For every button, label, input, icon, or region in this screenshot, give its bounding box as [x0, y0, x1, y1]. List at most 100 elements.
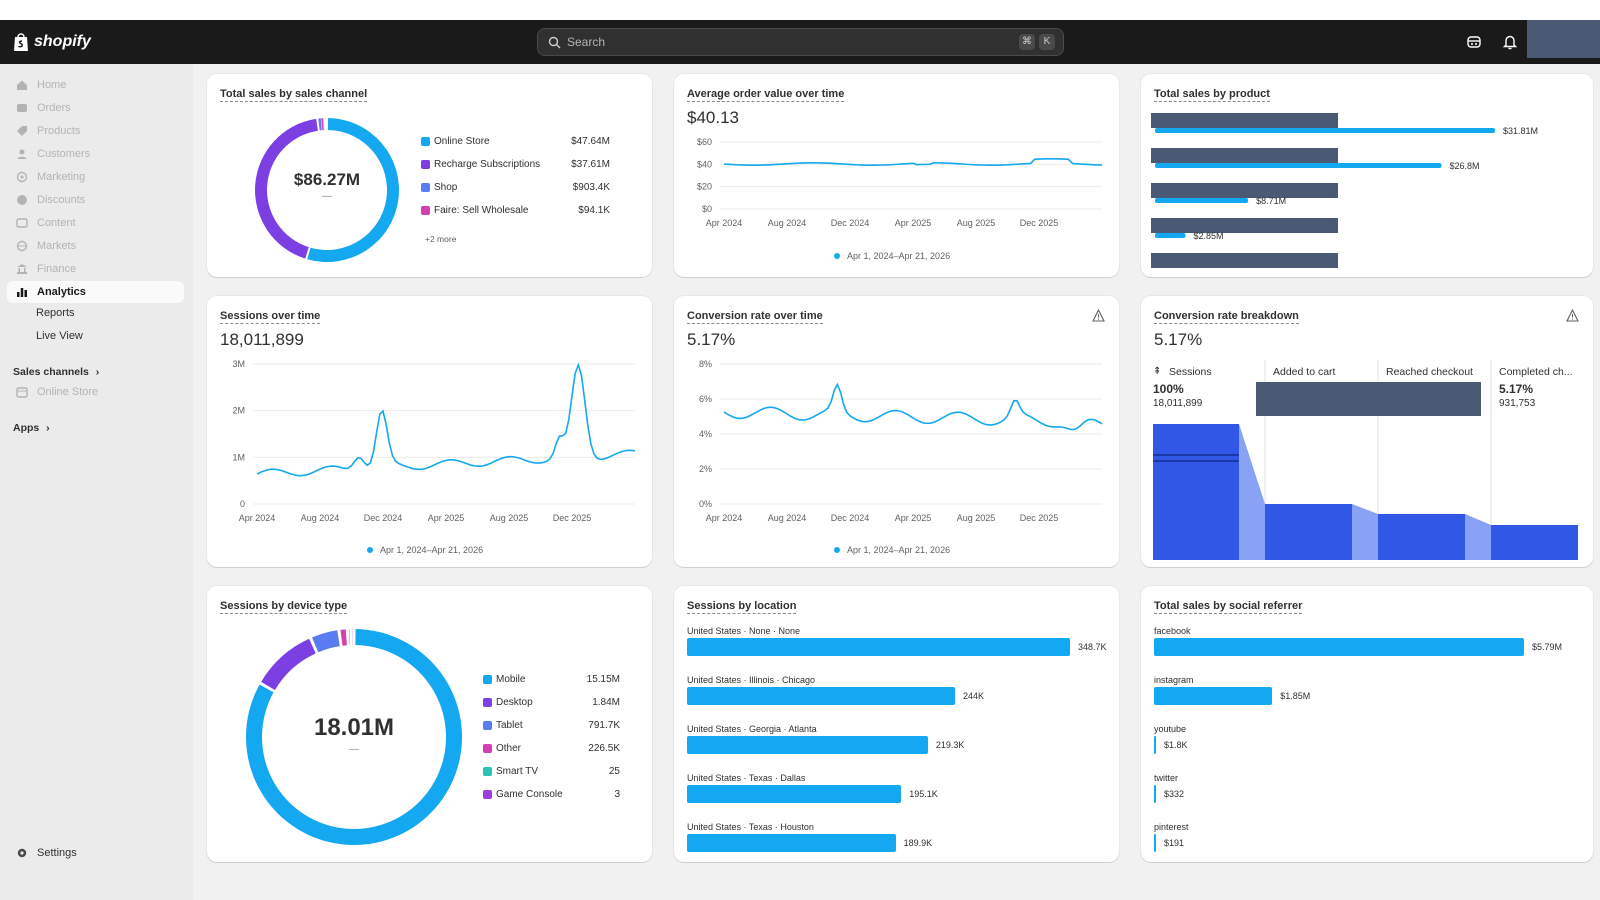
series-line [723, 158, 1103, 166]
apps-heading[interactable]: Apps › [13, 422, 50, 434]
location-value: 189.9K [903, 838, 933, 848]
card-title[interactable]: Total sales by social referrer [1154, 600, 1303, 614]
content-icon [15, 216, 29, 230]
product-bar [1155, 198, 1249, 203]
sidebar-item-marketing[interactable]: Marketing [7, 166, 184, 188]
account-avatar[interactable] [1527, 20, 1600, 58]
social-value: $191 [1164, 838, 1185, 848]
inbox-icon [15, 101, 29, 115]
more-link[interactable]: +2 more [425, 234, 457, 244]
card-title[interactable]: Total sales by product [1154, 88, 1270, 102]
card-sales-by-product[interactable]: Total sales by product $31.81M $26.8M $8.7… [1141, 74, 1593, 277]
y-tick-label: 0% [699, 499, 712, 509]
donut-center-sub: — [349, 744, 359, 755]
sidebar-item-home[interactable]: Home [7, 74, 184, 96]
sidebar-item-finance[interactable]: Finance [7, 258, 184, 280]
sidebar-subitem-live-view[interactable]: Live View [36, 330, 83, 342]
product-label-bar [1151, 183, 1338, 198]
x-tick-label: Apr 2024 [706, 513, 743, 523]
sales-channels-label: Sales channels [13, 366, 89, 378]
card-conversion-over-time[interactable]: Conversion rate over time 5.17% 8% 6% 4% 2%… [674, 296, 1119, 567]
card-average-order-value[interactable]: Average order value over time $40.13 $60… [674, 74, 1119, 277]
sidebar-item-discounts[interactable]: Discounts [7, 189, 184, 211]
sales-channels-heading[interactable]: Sales channels › [13, 366, 99, 378]
sidebar-item-settings[interactable]: Settings [7, 842, 184, 864]
store-switch-icon[interactable] [1465, 33, 1483, 51]
social-label: youtube [1154, 724, 1187, 734]
legend-item: Game Console [483, 789, 563, 800]
legend-label: Smart TV [496, 766, 539, 777]
legend-value: $94.1K [578, 205, 610, 216]
sidebar-subitem-reports[interactable]: Reports [36, 307, 75, 319]
sidebar-item-customers[interactable]: Customers [7, 143, 184, 165]
bank-icon [15, 262, 29, 276]
legend-value: $903.4K [572, 182, 610, 193]
search-input[interactable]: Search ⌘ K [537, 28, 1064, 56]
sales-channel-donut [255, 118, 399, 262]
sidebar-item-orders[interactable]: Orders [7, 97, 184, 119]
tag-icon [15, 124, 29, 138]
gear-icon [15, 846, 29, 860]
sessions-stage-icon: ⇞ [1153, 366, 1162, 377]
sidebar-item-products[interactable]: Products [7, 120, 184, 142]
legend-item: Tablet [483, 720, 523, 731]
legend-label: Faire: Sell Wholesale [434, 205, 529, 216]
legend-label: Game Console [496, 789, 563, 800]
product-value: $8.71M [1256, 196, 1286, 206]
legend-item: Faire: Sell Wholesale [421, 205, 528, 216]
y-tick-label: 0 [240, 499, 245, 509]
y-tick-label: 1M [232, 452, 245, 462]
legend-label: Online Store [434, 136, 490, 147]
legend-dot [834, 547, 840, 553]
card-sales-by-social[interactable]: Total sales by social referrer facebook $… [1141, 586, 1593, 862]
shopify-logo[interactable]: shopify [12, 30, 91, 54]
warning-icon[interactable] [1566, 309, 1579, 322]
k-key: K [1039, 34, 1055, 50]
y-tick-label: 8% [699, 359, 712, 369]
location-label: United States · Illinois · Chicago [687, 675, 816, 685]
legend-label: Shop [434, 182, 458, 193]
sidebar-item-label: Discounts [37, 194, 86, 206]
globe-icon [15, 239, 29, 253]
legend-swatch [421, 160, 430, 169]
logo-text: shopify [34, 33, 91, 50]
card-sessions-by-location[interactable]: Sessions by location United States · Non… [674, 586, 1119, 862]
x-tick-label: Dec 2025 [553, 513, 592, 523]
sidebar-item-content[interactable]: Content [7, 212, 184, 234]
sidebar-item-markets[interactable]: Markets [7, 235, 184, 257]
sidebar-item-label: Finance [37, 263, 77, 275]
location-bar [687, 638, 1070, 656]
card-title[interactable]: Conversion rate over time [687, 310, 823, 324]
legend-swatch [421, 137, 430, 146]
y-tick-label: 3M [232, 359, 245, 369]
donut-slice [321, 118, 324, 131]
sidebar-item-online-store[interactable]: Online Store [7, 381, 184, 403]
location-value: 195.1K [909, 789, 938, 799]
target-icon [15, 170, 29, 184]
product-label-bar [1151, 218, 1338, 233]
card-title[interactable]: Sessions by location [687, 600, 797, 614]
x-tick-label: Dec 2025 [1020, 513, 1059, 523]
card-title[interactable]: Sessions over time [220, 310, 321, 324]
sidebar-item-label: Products [37, 125, 81, 137]
card-title[interactable]: Conversion rate breakdown [1154, 310, 1299, 324]
social-label: pinterest [1154, 822, 1189, 832]
card-sales-by-channel[interactable]: Total sales by sales channel $86.27M — O… [207, 74, 652, 277]
card-sessions-over-time[interactable]: Sessions over time 18,011,899 3M 2M 1M 0 Apr… [207, 296, 652, 567]
legend-item: Desktop [483, 697, 533, 708]
card-title[interactable]: Average order value over time [687, 88, 845, 102]
card-title[interactable]: Sessions by device type [220, 600, 348, 614]
social-bar [1154, 687, 1273, 705]
conversion-line-chart: 8% 6% 4% 2% 0% Apr 2024 Aug 2024 Dec 2024 Apr 20… [699, 359, 1103, 555]
legend-item: Recharge Subscriptions [421, 159, 540, 170]
card-conversion-breakdown[interactable]: Conversion rate breakdown 5.17% Sessions… [1141, 296, 1593, 567]
sidebar-item-analytics[interactable]: Analytics [7, 281, 184, 303]
card-sessions-by-device[interactable]: Sessions by device type 18.01M — Mobile 1… [207, 586, 652, 862]
bell-icon[interactable] [1501, 33, 1519, 51]
card-title[interactable]: Total sales by sales channel [220, 88, 368, 102]
store-icon [15, 385, 29, 399]
legend-label: Apr 1, 2024–Apr 21, 2026 [380, 545, 483, 555]
y-tick-label: $20 [697, 182, 712, 192]
warning-icon[interactable] [1092, 309, 1105, 322]
social-value: $5.79M [1532, 642, 1563, 652]
